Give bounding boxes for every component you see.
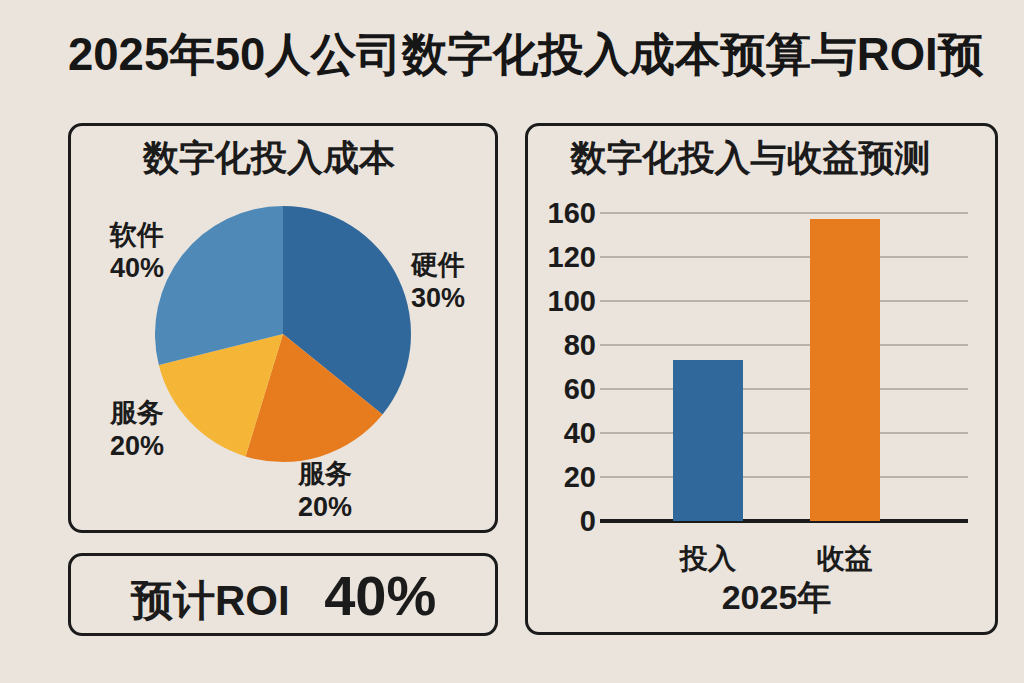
pie-label-service-bottom-name: 服务	[298, 458, 352, 491]
pie-label-software-name: 软件	[110, 219, 164, 252]
roi-panel: 预计ROI 40%	[68, 553, 498, 636]
bar-chart-panel: 数字化投入与收益预测 160120100806040200投入收益 2025年	[525, 123, 998, 635]
pie-label-hardware: 硬件 30%	[411, 249, 465, 315]
y-tick-160: 160	[536, 197, 596, 230]
pie-label-service-left: 服务 20%	[110, 397, 164, 463]
infographic-page: { "title":"2025年50人公司数字化投入成本预算与ROI预", "r…	[0, 0, 1024, 683]
pie-label-service-bottom: 服务 20%	[298, 458, 352, 524]
gridline-60	[600, 388, 968, 390]
pie-label-software: 软件 40%	[110, 219, 164, 285]
roi-value: 40%	[324, 564, 436, 627]
x-tick-收益: 收益	[817, 540, 873, 578]
bar-收益	[810, 219, 880, 522]
y-tick-120: 120	[536, 241, 596, 274]
y-tick-20: 20	[536, 461, 596, 494]
gridline-100	[600, 300, 968, 302]
pie-label-service-left-pct: 20%	[110, 430, 164, 463]
y-tick-100: 100	[536, 285, 596, 318]
pie-chart-panel: 数字化投入成本 软件 40% 硬件 30% 服务 20% 服务 20%	[68, 123, 498, 533]
y-tick-40: 40	[536, 417, 596, 450]
y-tick-80: 80	[536, 329, 596, 362]
y-tick-60: 60	[536, 373, 596, 406]
bar-chart-plot: 160 120 100 80 60 40 20 0 投入 收益	[528, 126, 995, 632]
page-title: 2025年50人公司数字化投入成本预算与ROI预	[68, 24, 983, 86]
pie-chart-title: 数字化投入成本	[71, 134, 495, 183]
pie-label-hardware-name: 硬件	[411, 249, 465, 282]
pie-label-software-pct: 40%	[110, 252, 164, 285]
pie-label-service-bottom-pct: 20%	[298, 491, 352, 524]
gridline-160	[600, 212, 968, 214]
x-axis-line	[600, 519, 968, 523]
roi-label: 预计ROI	[131, 577, 290, 624]
y-tick-0: 0	[536, 505, 596, 538]
gridline-80	[600, 344, 968, 346]
gridline-20	[600, 476, 968, 478]
pie-label-hardware-pct: 30%	[411, 282, 465, 315]
pie-label-service-left-name: 服务	[110, 397, 164, 430]
bar-chart-x-axis-title: 2025年	[722, 575, 832, 621]
gridline-40	[600, 432, 968, 434]
gridline-120	[600, 256, 968, 258]
x-tick-投入: 投入	[680, 540, 736, 578]
pie-chart-svg	[155, 206, 411, 462]
pie-chart	[155, 206, 411, 462]
bar-投入	[673, 360, 743, 521]
